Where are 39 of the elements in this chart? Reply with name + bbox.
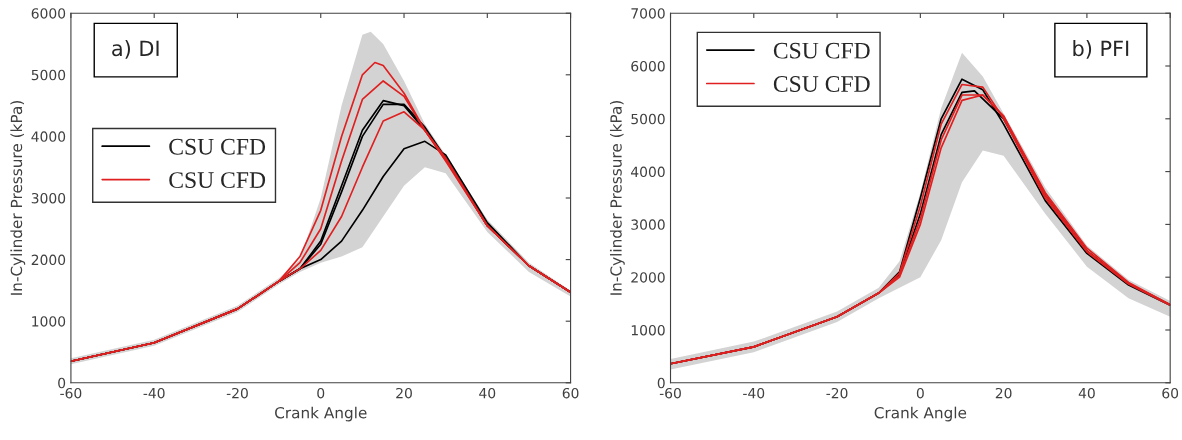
x-tick-label: 40	[479, 387, 496, 399]
y-axis-title: In-Cylinder Pressure (kPa)	[10, 101, 26, 295]
y-tick-label: 1000	[32, 316, 66, 327]
legend-label: CSU CFD	[773, 76, 870, 92]
y-tick-label: 2000	[31, 254, 66, 266]
y-tick-label: 5000	[31, 69, 66, 81]
text: b) PFI	[1073, 40, 1129, 59]
y-tick-label: 7000	[631, 8, 665, 19]
legend-label: CSU CFD	[773, 42, 870, 59]
x-tick-label: -20	[826, 387, 848, 399]
x-tick-label: 60	[1162, 387, 1179, 399]
x-tick-label: 20	[396, 387, 412, 399]
x-tick-label: 0	[317, 387, 325, 399]
y-tick-label: 1000	[631, 324, 665, 336]
y-axis-title: In-Cylinder Pressure (kPa)	[609, 101, 625, 295]
y-tick-label: 3000	[631, 219, 665, 230]
x-tick-label: 60	[562, 387, 579, 399]
x-tick-label: -40	[743, 387, 765, 399]
y-tick-label: 0	[657, 377, 665, 389]
y-tick-label: 6000	[31, 8, 66, 19]
x-tick-label: -40	[143, 387, 165, 399]
x-tick-label: 40	[1078, 387, 1095, 399]
y-tick-label: 0	[58, 377, 66, 389]
legend-label: CSU CFD	[169, 138, 266, 155]
x-axis-title: Crank Angle	[874, 406, 967, 422]
legend-label: CSU CFD	[169, 172, 266, 189]
y-tick-label: 3000	[31, 192, 66, 204]
y-tick-label: 2000	[631, 272, 665, 283]
x-tick-label: -60	[60, 387, 82, 399]
y-tick-label: 4000	[31, 131, 66, 142]
x-axis-title: Crank Angle	[275, 406, 367, 422]
text: a) DI	[112, 40, 159, 59]
y-tick-label: 5000	[631, 113, 665, 125]
y-tick-label: 4000	[630, 166, 665, 178]
x-tick-label: 0	[916, 387, 924, 399]
y-tick-label: 6000	[631, 60, 665, 72]
x-tick-label: 20	[995, 387, 1012, 399]
x-tick-label: -20	[226, 387, 248, 399]
x-tick-label: -60	[659, 387, 681, 399]
